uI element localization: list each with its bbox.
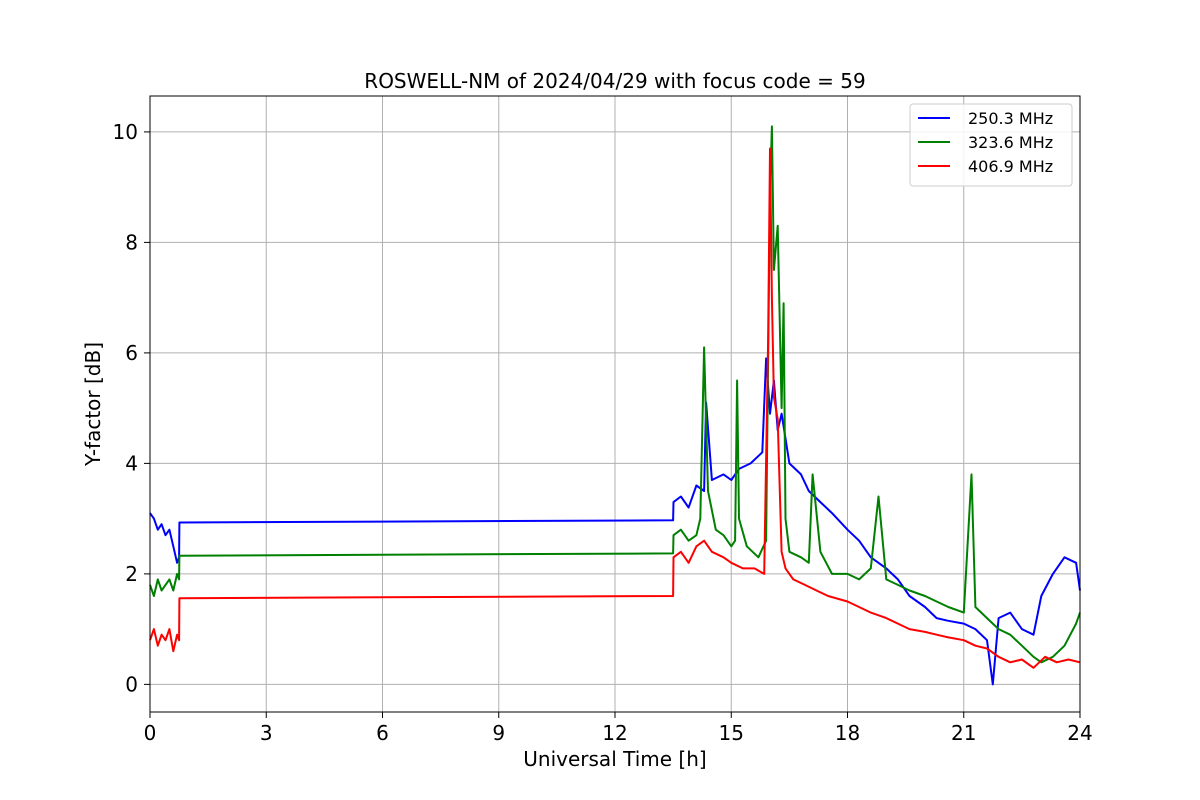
x-axis-label: Universal Time [h] bbox=[523, 747, 706, 771]
legend: 250.3 MHz 323.6 MHz 406.9 MHz bbox=[909, 103, 1073, 187]
legend-label-2: 406.9 MHz bbox=[968, 157, 1053, 176]
series-line-1 bbox=[149, 125, 1081, 664]
y-tick-label: 10 bbox=[113, 120, 138, 144]
legend-label-1: 323.6 MHz bbox=[968, 133, 1053, 152]
y-axis-label: Y-factor [dB] bbox=[81, 342, 105, 467]
y-tick-label: 0 bbox=[125, 672, 138, 696]
x-tick-label: 21 bbox=[951, 721, 976, 745]
chart-title: ROSWELL-NM of 2024/04/29 with focus code… bbox=[364, 69, 865, 93]
y-tick-label: 4 bbox=[125, 451, 138, 475]
legend-label-0: 250.3 MHz bbox=[968, 109, 1053, 128]
x-tick-label: 0 bbox=[144, 721, 157, 745]
x-tick-label: 18 bbox=[835, 721, 860, 745]
series-line-0 bbox=[149, 357, 1081, 686]
x-tick-label: 15 bbox=[719, 721, 744, 745]
x-tick-label: 3 bbox=[260, 721, 273, 745]
y-tick-label: 2 bbox=[125, 562, 138, 586]
y-tick-label: 8 bbox=[125, 230, 138, 254]
x-tick-label: 24 bbox=[1067, 721, 1092, 745]
y-tick-label: 6 bbox=[125, 341, 138, 365]
series-line-2 bbox=[149, 147, 1081, 669]
legend-box bbox=[909, 103, 1073, 187]
x-tick-label: 12 bbox=[602, 721, 627, 745]
x-tick-label: 6 bbox=[376, 721, 389, 745]
x-tick-label: 9 bbox=[492, 721, 505, 745]
plot-lines bbox=[149, 125, 1081, 686]
